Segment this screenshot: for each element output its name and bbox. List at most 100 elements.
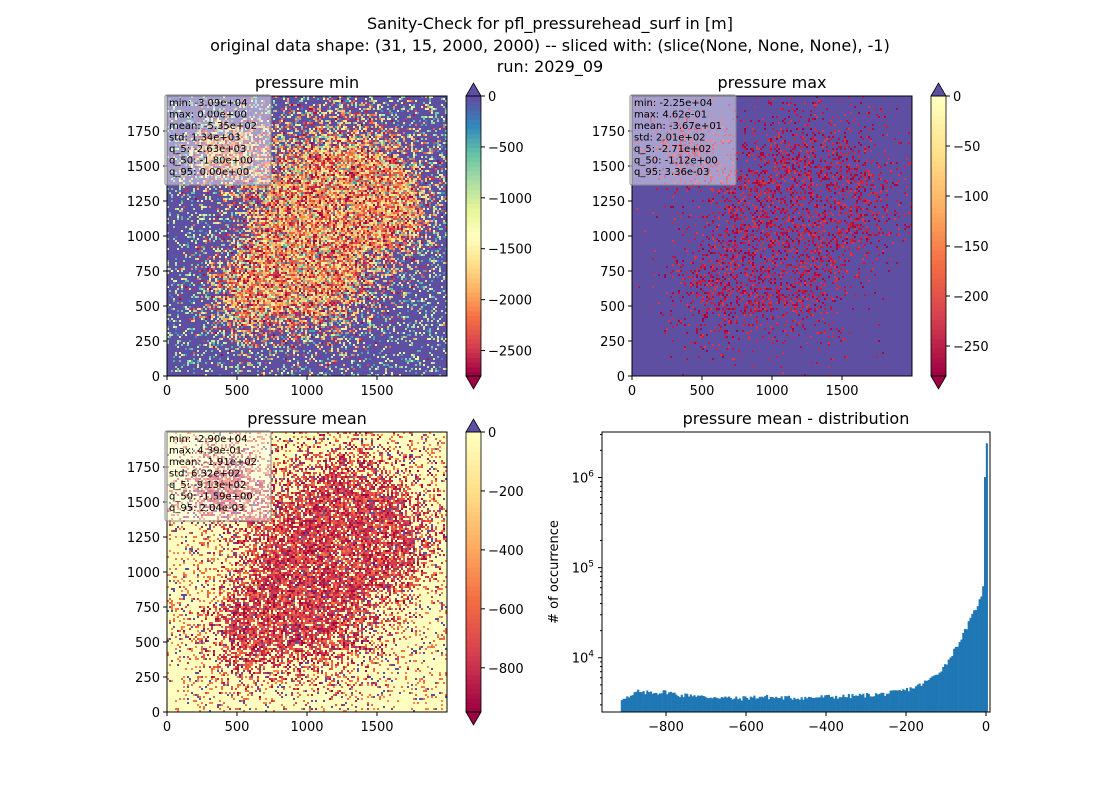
- colorbar-segment: [466, 446, 481, 452]
- colorbar-segment: [466, 534, 481, 540]
- colorbar-segment: [466, 474, 481, 480]
- colorbar-segment: [466, 96, 481, 102]
- colorbar-segment: [466, 492, 481, 498]
- colorbar-segment: [466, 194, 481, 200]
- stats-line: q_50: -1.80e+00: [169, 156, 253, 167]
- stats-line: max: 4.62e-01: [634, 110, 707, 121]
- histogram-bar: [824, 695, 827, 712]
- histogram-bar: [858, 693, 861, 712]
- histogram-bar: [671, 692, 674, 712]
- histogram-bar: [809, 697, 812, 712]
- panel-title: pressure min: [255, 73, 359, 92]
- y-tick-label: 250: [135, 671, 160, 686]
- y-tick-label: 750: [135, 601, 160, 616]
- histogram-bar: [985, 443, 988, 712]
- histogram-bar: [973, 610, 976, 712]
- histogram-bar: [637, 689, 640, 712]
- colorbar-segment: [466, 497, 481, 503]
- histogram-bar: [974, 609, 978, 712]
- colorbar-segment: [931, 292, 946, 298]
- stats-box-bg: [164, 94, 272, 186]
- colorbar-segment: [466, 628, 481, 634]
- histogram-bar: [682, 697, 685, 712]
- colorbar-segment: [466, 698, 481, 704]
- colorbar-segment: [466, 259, 481, 265]
- colorbar-segment: [931, 334, 946, 340]
- colorbar-frame: [465, 431, 482, 713]
- colorbar-tick-label: 0: [488, 426, 496, 441]
- colorbar-segment: [931, 264, 946, 270]
- x-tick-label: 1500: [825, 384, 858, 399]
- colorbar-segment: [466, 614, 481, 620]
- colorbar-segment: [931, 236, 946, 242]
- histogram-bar: [769, 696, 772, 712]
- histogram-bar: [653, 693, 656, 712]
- histogram-bar: [753, 695, 756, 712]
- colorbar-tick-label: −2500: [488, 345, 532, 360]
- heatmap-panel-max: pressure max 0 500 1000 1500 0 250 500 750 1000 12…: [592, 73, 989, 399]
- colorbar-segment: [466, 544, 481, 550]
- y-tick-label: 1250: [127, 195, 160, 210]
- colorbar-segment: [931, 273, 946, 279]
- colorbar-segment: [466, 506, 481, 512]
- colorbar-segment: [931, 175, 946, 181]
- colorbar-segment: [931, 119, 946, 125]
- histogram-bar: [678, 697, 682, 712]
- histogram-bar: [949, 657, 952, 712]
- colorbar-segment: [931, 338, 946, 344]
- colorbar-segment: [466, 208, 481, 214]
- colorbar-segment: [931, 217, 946, 223]
- colorbar-segment: [466, 651, 481, 657]
- histogram-bar: [767, 699, 771, 712]
- histogram-bar: [646, 690, 649, 712]
- histogram-bar: [931, 676, 934, 712]
- colorbar-segment: [931, 156, 946, 162]
- histogram-bar: [913, 688, 916, 712]
- colorbar-segment: [466, 595, 481, 601]
- colorbar-segment: [466, 320, 481, 326]
- colorbar-segment: [931, 138, 946, 144]
- histogram-bar: [965, 629, 968, 712]
- stats-line: q_95: 0.00e+00: [169, 167, 249, 178]
- y-tick-label: 1750: [127, 461, 160, 476]
- histogram-bar: [838, 697, 841, 712]
- y-tick-label: 250: [135, 335, 160, 350]
- colorbar-segment: [931, 124, 946, 130]
- x-tick-label: 500: [690, 384, 715, 399]
- histogram-bar: [976, 606, 979, 712]
- colorbar-segment: [466, 334, 481, 340]
- colorbar-segment: [466, 609, 481, 615]
- histogram-bar: [780, 696, 783, 712]
- stats-line: q_95: 2.04e-03: [169, 503, 244, 514]
- histogram-bar: [771, 697, 774, 712]
- colorbar-segment: [466, 464, 481, 470]
- colorbar-tick-label: −200: [953, 290, 989, 305]
- histogram-bar: [813, 697, 816, 712]
- histogram-bar: [773, 698, 776, 712]
- colorbar-segment: [466, 357, 481, 363]
- histogram-bar: [936, 674, 939, 712]
- x-tick-label: 0: [163, 384, 171, 399]
- histogram-bar: [629, 695, 632, 712]
- colorbar-tick-label: −150: [953, 240, 989, 255]
- colorbar-segment: [466, 264, 481, 270]
- colorbar-segment: [466, 469, 481, 475]
- histogram-bar: [938, 672, 941, 712]
- colorbar-tick-label: −50: [953, 140, 980, 155]
- y-tick-label: 500: [135, 636, 160, 651]
- histogram-bar: [700, 695, 703, 712]
- histogram-bars: [620, 443, 988, 712]
- colorbar-segment: [931, 324, 946, 330]
- colorbar-segment: [466, 567, 481, 573]
- histogram-bar: [829, 697, 832, 712]
- y-tick-label: 750: [135, 265, 160, 280]
- colorbar-segment: [466, 236, 481, 242]
- histogram-bar: [793, 697, 796, 712]
- x-tick-label: 1500: [360, 384, 393, 399]
- histogram-bar: [731, 699, 734, 712]
- histogram-bar: [909, 687, 912, 712]
- colorbar-segment: [466, 231, 481, 237]
- colorbar-segment: [466, 100, 481, 106]
- colorbar-segment: [466, 684, 481, 690]
